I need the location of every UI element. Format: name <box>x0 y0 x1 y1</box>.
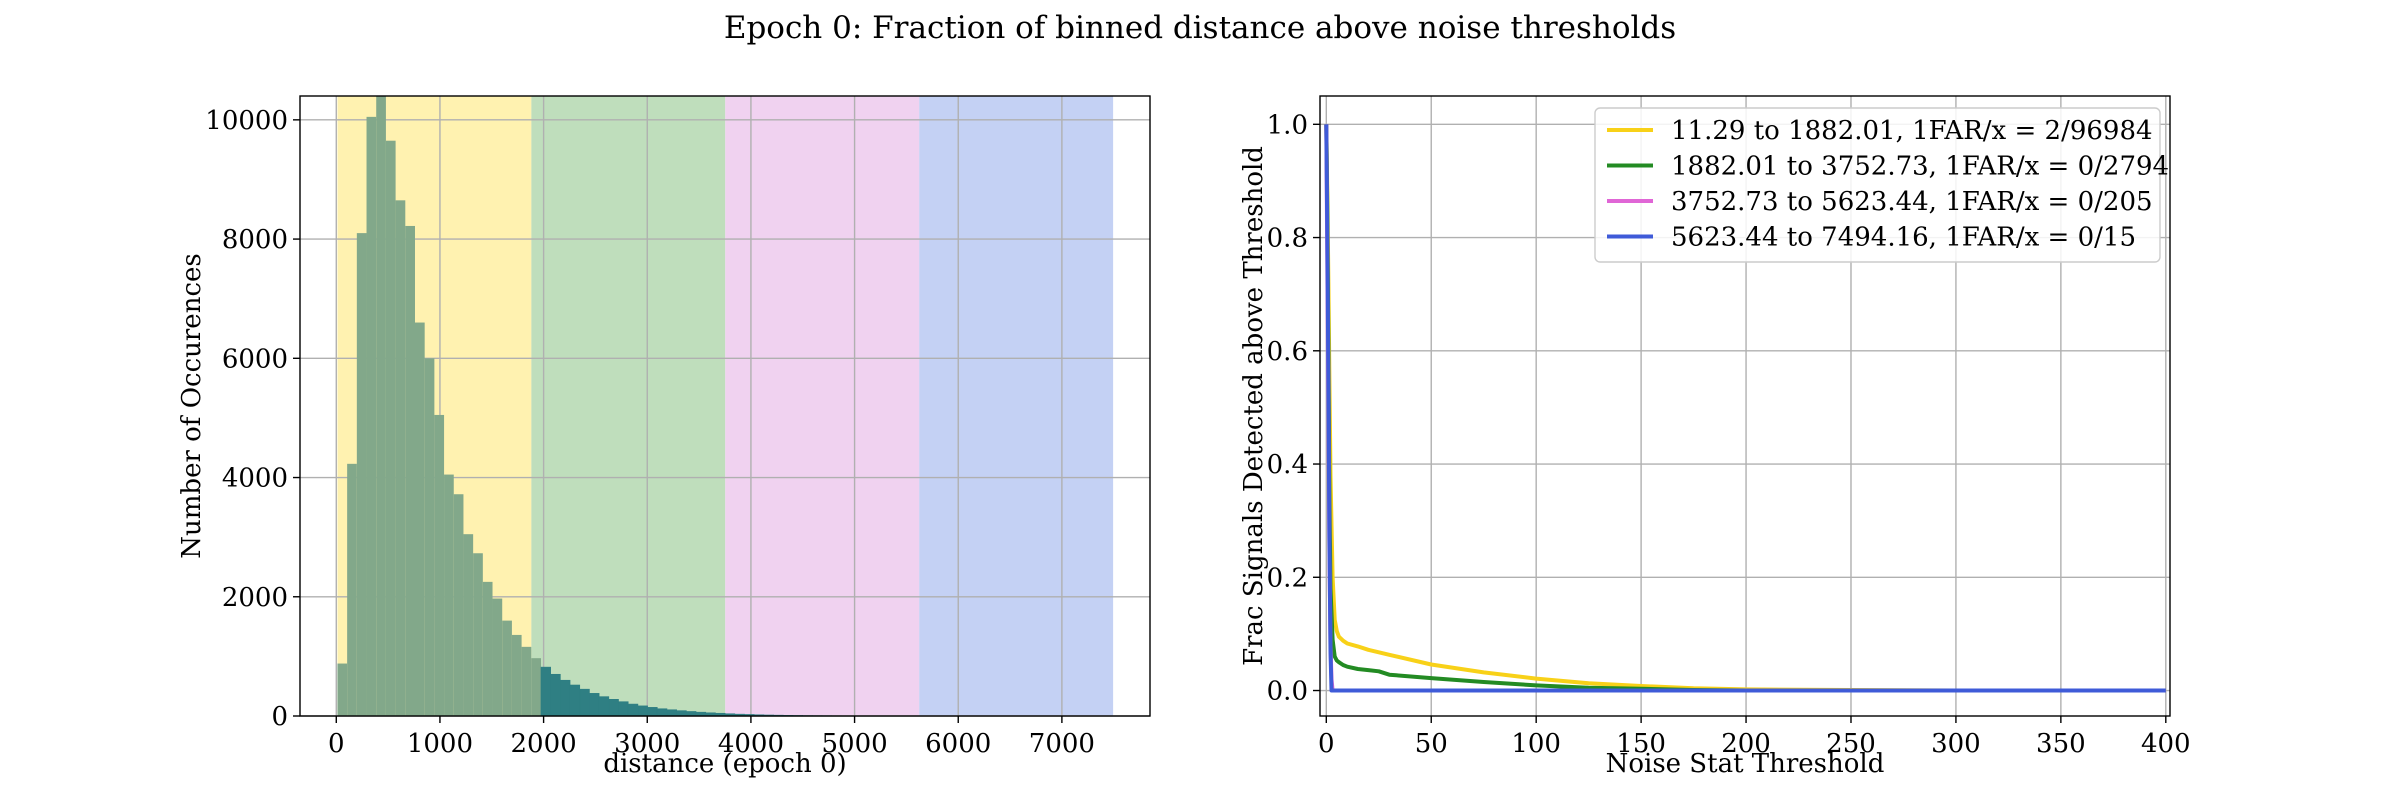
range-band-3 <box>725 96 920 716</box>
histogram-panel: 0 1000 2000 3000 4000 5000 6000 7000 0 2000 4000 60… <box>177 95 1151 779</box>
x-tick-label: 250 <box>1826 729 1876 759</box>
y-tick-label: 0.8 <box>1267 224 1308 254</box>
x-tick-label: 2000 <box>511 729 577 759</box>
histogram-bar <box>366 116 377 717</box>
histogram-bar <box>511 634 522 716</box>
x-tick-label: 50 <box>1415 729 1448 759</box>
histogram-bar <box>337 663 348 716</box>
range-band-2 <box>531 96 726 716</box>
y-tick-label: 4000 <box>222 464 288 494</box>
histogram-bars <box>337 96 978 717</box>
histogram-bar <box>589 693 600 717</box>
histogram-bar <box>395 200 406 717</box>
y-tick-label: 0.4 <box>1267 450 1308 480</box>
y-tick-label: 8000 <box>222 225 288 255</box>
x-tick-label: 5000 <box>821 729 887 759</box>
x-tick-label: 3000 <box>614 729 680 759</box>
histogram-bar <box>569 684 581 717</box>
series-line-4 <box>1324 124 2166 693</box>
y-tick-label: 0.6 <box>1267 337 1308 367</box>
histogram-tick-labels: 0 1000 2000 3000 4000 5000 6000 7000 0 2000 4000 60… <box>205 106 1095 759</box>
histogram-x-axis-label: distance (epoch 0) <box>603 749 846 779</box>
x-tick-label: 7000 <box>1029 729 1095 759</box>
histogram-bar <box>608 699 619 717</box>
y-tick-label: 0.2 <box>1267 563 1308 593</box>
histogram-bar <box>550 673 561 717</box>
x-tick-label: 6000 <box>925 729 991 759</box>
legend-entry-3: 3752.73 to 5623.44, 1FAR/x = 0/205 <box>1671 187 2153 217</box>
histogram-bar <box>444 474 454 716</box>
histogram-bar <box>385 140 396 716</box>
histogram-plot-frame <box>299 95 1151 717</box>
x-tick-label: 4000 <box>718 729 784 759</box>
histogram-bar <box>627 703 639 717</box>
y-tick-label: 0.0 <box>1267 677 1308 707</box>
histogram-bar <box>356 233 367 716</box>
threshold-plot-frame <box>1319 95 2171 717</box>
legend-box <box>1594 107 2161 263</box>
histogram-bar <box>579 688 590 717</box>
histogram-bar <box>637 705 648 717</box>
y-tick-label: 10000 <box>205 106 288 136</box>
histogram-bar <box>492 598 503 716</box>
histogram-bar <box>347 463 357 716</box>
histogram-bar <box>598 696 610 717</box>
histogram-bar <box>618 701 629 717</box>
histogram-bar <box>531 658 541 716</box>
x-tick-label: 200 <box>1721 729 1771 759</box>
y-tick-label: 2000 <box>222 583 288 613</box>
x-tick-label: 0 <box>1318 729 1335 759</box>
range-band-4 <box>919 96 1114 716</box>
histogram-bar <box>666 709 677 717</box>
threshold-legend: 11.29 to 1882.01, 1FAR/x = 2/96984 1882.0… <box>1594 107 2169 263</box>
histogram-bar <box>482 581 493 716</box>
x-tick-label: 100 <box>1511 729 1561 759</box>
threshold-y-axis-label: Frac Signals Detected above Threshold <box>1239 146 1269 666</box>
threshold-series-lines <box>1324 124 2166 693</box>
histogram-bar <box>434 414 445 716</box>
histogram-bar <box>560 679 571 717</box>
x-tick-label: 400 <box>2141 729 2191 759</box>
x-tick-label: 0 <box>328 729 345 759</box>
histogram-bar <box>676 710 687 717</box>
x-tick-label: 300 <box>1931 729 1981 759</box>
histogram-bar <box>405 225 415 716</box>
x-tick-label: 1000 <box>407 729 473 759</box>
y-tick-label: 6000 <box>222 344 288 374</box>
histogram-range-bands <box>337 96 1114 716</box>
legend-entry-2: 1882.01 to 3752.73, 1FAR/x = 0/2794 <box>1671 152 2169 182</box>
threshold-panel: 0 50 100 150 200 250 300 350 400 0.0 0.2 0.4 0.6 0.8 1… <box>1239 95 2191 779</box>
threshold-tick-labels: 0 50 100 150 200 250 300 350 400 0.0 0.2 0.4 0.6 0.8 1… <box>1267 110 2191 759</box>
histogram-bar <box>647 707 658 717</box>
x-tick-label: 350 <box>2036 729 2086 759</box>
histogram-bar <box>656 708 668 717</box>
y-tick-label: 0 <box>271 702 288 732</box>
figure-title: Epoch 0: Fraction of binned distance abo… <box>724 10 1676 46</box>
histogram-bar <box>502 620 512 716</box>
threshold-x-axis-label: Noise Stat Threshold <box>1606 749 1885 779</box>
histogram-bar <box>540 666 551 717</box>
legend-entry-4: 5623.44 to 7494.16, 1FAR/x = 0/15 <box>1671 223 2136 253</box>
histogram-bar <box>453 494 464 716</box>
histogram-y-axis-label: Number of Occurences <box>177 253 207 558</box>
histogram-bar <box>473 553 483 716</box>
x-tick-label: 150 <box>1616 729 1666 759</box>
y-tick-label: 1.0 <box>1267 110 1308 140</box>
histogram-bar <box>521 646 532 716</box>
histogram-bar <box>463 534 474 716</box>
legend-entry-1: 11.29 to 1882.01, 1FAR/x = 2/96984 <box>1671 116 2153 146</box>
histogram-bar <box>424 358 435 716</box>
histogram-bar <box>414 322 425 716</box>
histogram-bar <box>376 96 386 716</box>
